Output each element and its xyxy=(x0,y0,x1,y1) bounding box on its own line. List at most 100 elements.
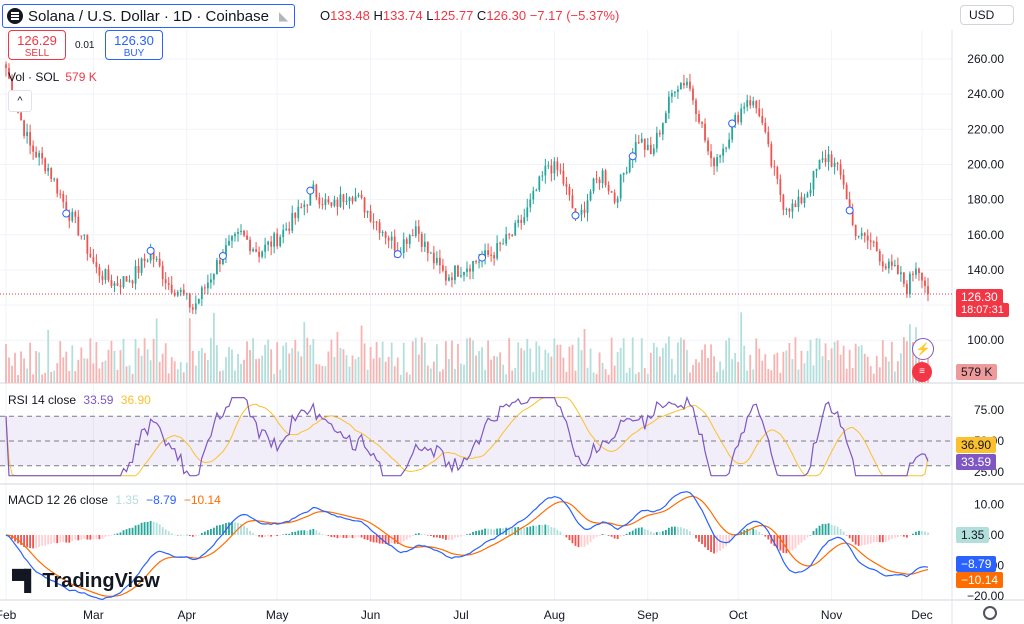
volume-bar xyxy=(351,355,354,383)
candle-body xyxy=(839,164,842,176)
macd-histogram-bar xyxy=(357,535,360,538)
candle-body xyxy=(408,235,411,244)
volume-bar xyxy=(270,349,273,383)
volume-bar xyxy=(547,353,550,383)
sell-button[interactable]: 126.29 SELL xyxy=(8,30,66,60)
volume-bar xyxy=(110,340,113,383)
macd-histogram-bar xyxy=(887,535,890,541)
time-axis[interactable]: Feb Mar Apr May Jun Jul Aug Sep Oct Nov Dec xyxy=(0,608,933,622)
macd-histogram-bar xyxy=(300,530,303,535)
us-flag-icon[interactable]: ≡ xyxy=(912,362,932,382)
candle-body xyxy=(655,132,658,149)
macd-histogram-bar xyxy=(137,524,140,535)
candle-body xyxy=(863,233,866,236)
collapse-legend-button[interactable]: ^ xyxy=(8,90,32,112)
macd-histogram-bar xyxy=(53,535,56,543)
volume-bar xyxy=(116,369,119,383)
currency-selector[interactable]: USD xyxy=(960,5,1014,25)
macd-histogram-bar xyxy=(863,535,866,545)
candle-body xyxy=(92,257,95,263)
macd-histogram-bar xyxy=(197,535,200,536)
volume-bar xyxy=(50,371,53,383)
macd-histogram-bar xyxy=(267,535,270,537)
macd-histogram-bar xyxy=(62,535,65,543)
macd-histogram-bar xyxy=(125,529,128,535)
volume-bar xyxy=(562,357,565,383)
volume-bar xyxy=(318,364,321,383)
volume-bar xyxy=(288,353,291,383)
macd-histogram-bar xyxy=(219,525,221,535)
macd-histogram-bar xyxy=(670,526,673,535)
volume-bar xyxy=(152,338,155,383)
macd-histogram-bar xyxy=(375,535,378,543)
flag-icon[interactable]: ◣ xyxy=(278,9,289,23)
macd-histogram-bar xyxy=(595,535,598,537)
volume-bar xyxy=(303,322,306,383)
volume-legend: Vol · SOL 579 K xyxy=(8,70,97,84)
time-tick-label: Mar xyxy=(83,608,104,622)
volume-bar xyxy=(460,363,462,383)
candle-body xyxy=(71,212,74,221)
volume-bar xyxy=(185,362,188,383)
event-markers xyxy=(62,119,854,262)
volume-bar xyxy=(429,368,432,383)
volume-bar xyxy=(490,359,493,383)
macd-histogram-bar xyxy=(188,535,191,536)
macd-histogram-bar xyxy=(457,535,459,538)
candle-body xyxy=(366,210,369,213)
symbol-selector[interactable]: Solana / U.S. Dollar · 1D · Coinbase ◣ xyxy=(2,4,296,28)
macd-tick-label: 10.00 xyxy=(974,498,1004,512)
macd-histogram-bar xyxy=(445,535,447,540)
volume-bar xyxy=(625,372,628,383)
candle-body xyxy=(652,148,655,155)
candle-body xyxy=(324,199,327,206)
volume-bar xyxy=(56,363,59,383)
candle-body xyxy=(887,261,890,269)
volume-bar xyxy=(857,346,860,383)
candle-body xyxy=(649,144,652,155)
macd-histogram-bar xyxy=(631,530,634,535)
candle-body xyxy=(499,243,502,245)
candle-body xyxy=(249,239,251,252)
volume-bar xyxy=(520,348,523,383)
lightning-icon[interactable]: ⚡ xyxy=(912,338,934,360)
macd-histogram-bar xyxy=(463,535,465,536)
volume-bar xyxy=(815,338,818,383)
macd-histogram-bar xyxy=(246,527,248,535)
macd-histogram-bar xyxy=(243,525,245,535)
macd-histogram-bar xyxy=(550,527,553,535)
candle-body xyxy=(291,212,294,231)
price-tick-label: 140.00 xyxy=(967,263,1004,277)
volume-bar xyxy=(695,359,697,383)
macd-histogram-bar xyxy=(74,535,77,540)
candle-body xyxy=(261,251,264,257)
candle-body xyxy=(378,222,381,233)
candle-body xyxy=(258,251,260,257)
macd-histogram-bar xyxy=(619,535,622,537)
macd-histogram-bar xyxy=(306,530,309,535)
volume-bar xyxy=(592,372,595,383)
volume-bar xyxy=(634,373,637,383)
settings-gear-icon[interactable] xyxy=(983,606,997,620)
volume-bar xyxy=(499,352,502,383)
candle-body xyxy=(435,257,438,264)
candle-body xyxy=(423,241,426,247)
macd-histogram-bar xyxy=(716,535,718,553)
volume-bar xyxy=(321,365,324,383)
buy-button[interactable]: 126.30 BUY xyxy=(105,30,163,60)
candle-body xyxy=(86,234,89,254)
macd-histogram-bar xyxy=(158,524,161,535)
tradingview-logo[interactable]: ▀▌ TradingView xyxy=(12,570,160,592)
volume-bar xyxy=(206,359,209,383)
volume-bar xyxy=(225,357,227,383)
candle-body xyxy=(646,144,649,150)
candle-body xyxy=(722,148,725,156)
volume-bar xyxy=(692,365,694,383)
macd-histogram-bar xyxy=(661,531,664,535)
macd-histogram-bar xyxy=(719,535,721,552)
volume-bar xyxy=(423,342,426,383)
volume-bar xyxy=(818,338,821,383)
volume-bar xyxy=(863,353,866,383)
volume-bar xyxy=(529,348,532,383)
